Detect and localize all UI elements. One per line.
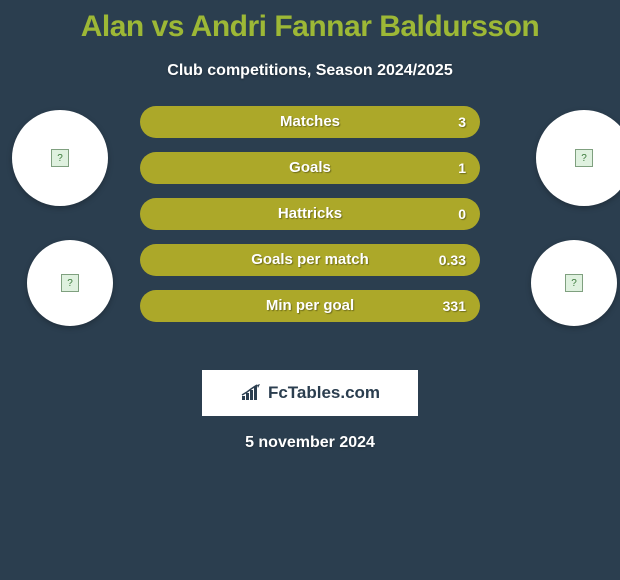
stat-label: Goals — [140, 152, 480, 184]
stats-list: Matches 3 Goals 1 Hattricks 0 Goals per … — [140, 106, 480, 336]
stat-row: Goals 1 — [140, 152, 480, 184]
stat-row: Matches 3 — [140, 106, 480, 138]
stat-label: Hattricks — [140, 198, 480, 230]
page-subtitle: Club competitions, Season 2024/2025 — [0, 62, 620, 80]
player1-avatar-club: ? — [27, 240, 113, 326]
image-placeholder-icon: ? — [51, 149, 69, 167]
stat-right-value: 3 — [458, 106, 466, 138]
player2-avatar-club: ? — [531, 240, 617, 326]
bar-chart-icon — [240, 384, 262, 402]
stat-row: Min per goal 331 — [140, 290, 480, 322]
stat-label: Matches — [140, 106, 480, 138]
comparison-panel: ? ? ? ? Matches 3 Goals 1 Hattricks 0 Go… — [0, 110, 620, 370]
logo-text: FcTables.com — [268, 383, 380, 403]
image-placeholder-icon: ? — [575, 149, 593, 167]
fctables-logo[interactable]: FcTables.com — [202, 370, 418, 416]
player1-avatar-main: ? — [12, 110, 108, 206]
image-placeholder-icon: ? — [565, 274, 583, 292]
stat-right-value: 1 — [458, 152, 466, 184]
stat-right-value: 0.33 — [439, 244, 466, 276]
image-placeholder-icon: ? — [61, 274, 79, 292]
stat-row: Hattricks 0 — [140, 198, 480, 230]
stat-right-value: 331 — [443, 290, 466, 322]
player2-avatar-main: ? — [536, 110, 620, 206]
date-label: 5 november 2024 — [0, 434, 620, 452]
stat-label: Goals per match — [140, 244, 480, 276]
stat-row: Goals per match 0.33 — [140, 244, 480, 276]
stat-label: Min per goal — [140, 290, 480, 322]
page-title: Alan vs Andri Fannar Baldursson — [0, 0, 620, 44]
stat-right-value: 0 — [458, 198, 466, 230]
